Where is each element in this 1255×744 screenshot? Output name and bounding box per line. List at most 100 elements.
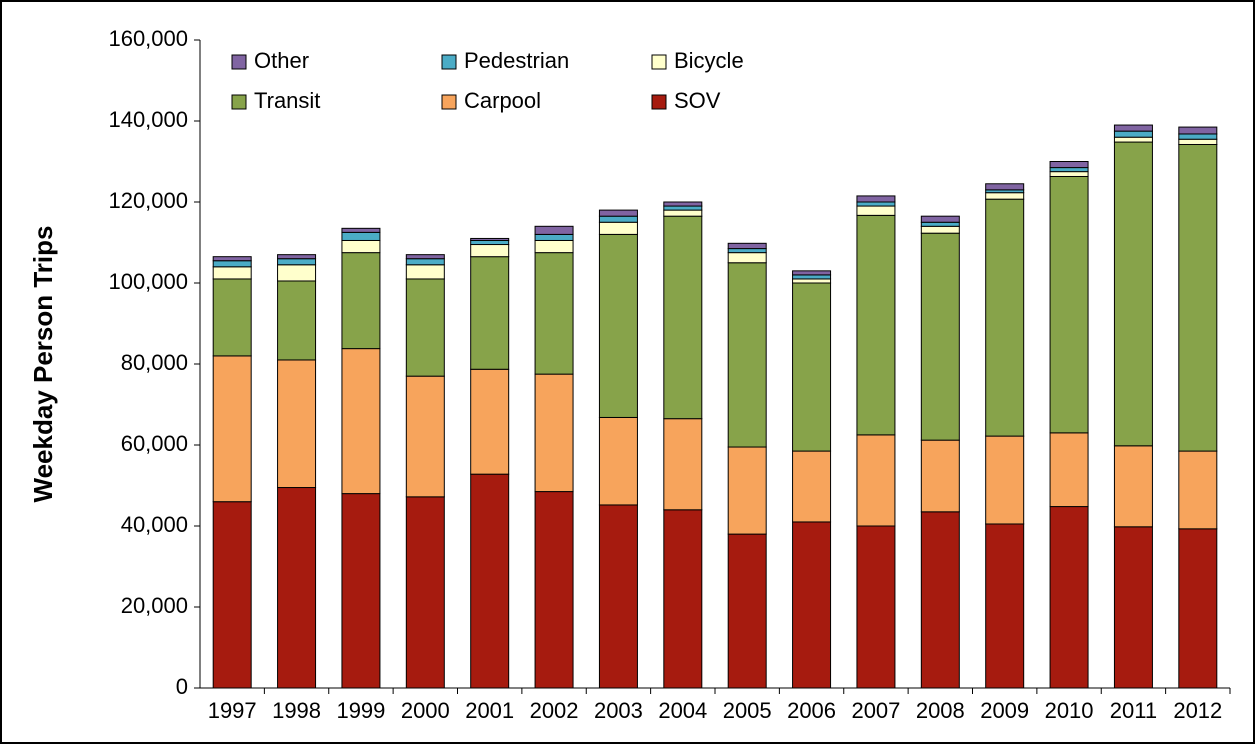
x-tick-label: 2000 — [401, 698, 450, 723]
bar-segment — [856, 195, 896, 203]
bar-segment — [341, 239, 381, 254]
bar-segment — [1049, 167, 1089, 173]
bar-segment — [341, 348, 381, 495]
bar-segment — [534, 491, 574, 689]
bar-segment — [405, 278, 445, 377]
bar-segment — [1178, 450, 1218, 530]
legend-swatch — [231, 94, 247, 110]
bar-segment — [727, 533, 767, 689]
bar-segment — [985, 192, 1025, 200]
bar-segment — [277, 280, 317, 361]
x-tick-label: 2003 — [594, 698, 643, 723]
bar-segment — [1049, 161, 1089, 169]
bar-segment — [212, 266, 252, 280]
bar-segment — [405, 258, 445, 266]
bar-segment — [856, 525, 896, 689]
bar-segment — [534, 233, 574, 241]
bar-segment — [341, 252, 381, 350]
bar-segment — [920, 215, 960, 223]
x-tick-label: 2008 — [916, 698, 965, 723]
bar-segment — [341, 227, 381, 233]
y-axis-label: Weekday Person Trips — [28, 226, 58, 503]
y-tick-label: 0 — [176, 674, 188, 699]
legend-swatch — [651, 54, 667, 70]
x-tick-label: 1997 — [208, 698, 257, 723]
bar-segment — [598, 233, 638, 418]
bar-segment — [1113, 445, 1153, 528]
bar-segment — [277, 487, 317, 689]
bar-segment — [1113, 130, 1153, 138]
bar-segment — [598, 209, 638, 217]
bar-segment — [598, 215, 638, 223]
bar-segment — [920, 221, 960, 227]
bar-segment — [663, 215, 703, 420]
bar-segment — [985, 198, 1025, 437]
bar-segment — [470, 256, 510, 370]
bar-segment — [1178, 126, 1218, 135]
bar-segment — [534, 373, 574, 493]
bar-segment — [1113, 124, 1153, 132]
x-tick-label: 2010 — [1045, 698, 1094, 723]
bar-segment — [534, 239, 574, 254]
bar-segment — [1178, 143, 1218, 452]
y-tick-label: 100,000 — [108, 269, 188, 294]
bar-segment — [920, 225, 960, 234]
legend-swatch — [441, 94, 457, 110]
y-tick-label: 60,000 — [121, 431, 188, 456]
bar-segment — [598, 504, 638, 689]
bar-segment — [727, 242, 767, 250]
bar-segment — [920, 232, 960, 441]
bar-segment — [405, 375, 445, 498]
bar-segment — [534, 252, 574, 375]
bar-segment — [534, 225, 574, 235]
bar-segment — [470, 239, 510, 246]
bar-segment — [663, 201, 703, 207]
bar-segment — [727, 262, 767, 448]
bar-segment — [1178, 138, 1218, 145]
bar-segment — [856, 201, 896, 207]
y-tick-label: 20,000 — [121, 593, 188, 618]
bar-segment — [985, 183, 1025, 191]
bar-segment — [1113, 141, 1153, 447]
legend-swatch — [651, 94, 667, 110]
x-tick-label: 2001 — [465, 698, 514, 723]
bar-segment — [405, 254, 445, 260]
x-tick-label: 2006 — [787, 698, 836, 723]
bar-segment — [405, 264, 445, 280]
bar-segment — [470, 244, 510, 258]
bar-segment — [792, 282, 832, 452]
bar-segment — [212, 260, 252, 268]
bar-segment — [663, 205, 703, 211]
bar-segment — [792, 274, 832, 280]
bar-segment — [212, 355, 252, 503]
bar-segment — [598, 416, 638, 506]
bar-segment — [1049, 175, 1089, 434]
x-tick-label: 2007 — [851, 698, 900, 723]
y-tick-label: 80,000 — [121, 350, 188, 375]
bar-segment — [792, 270, 832, 276]
legend-label: SOV — [674, 88, 721, 113]
bar-segment — [1049, 171, 1089, 177]
bar-segment — [792, 278, 832, 284]
bar-segment — [727, 446, 767, 535]
bar-segment — [470, 473, 510, 689]
x-tick-label: 2012 — [1173, 698, 1222, 723]
x-tick-label: 2002 — [530, 698, 579, 723]
bar-segment — [792, 450, 832, 523]
bar-segment — [663, 509, 703, 689]
legend-label: Carpool — [464, 88, 541, 113]
bar-segment — [985, 435, 1025, 525]
bar-segment — [470, 368, 510, 475]
bar-segment — [470, 237, 510, 241]
legend-label: Bicycle — [674, 48, 744, 73]
bar-segment — [856, 205, 896, 216]
legend-label: Pedestrian — [464, 48, 569, 73]
y-tick-label: 120,000 — [108, 188, 188, 213]
legend-swatch — [231, 54, 247, 70]
bar-segment — [1113, 526, 1153, 689]
bar-segment — [341, 493, 381, 689]
x-tick-label: 2011 — [1110, 698, 1157, 723]
x-tick-label: 2005 — [723, 698, 772, 723]
x-tick-label: 2004 — [658, 698, 707, 723]
